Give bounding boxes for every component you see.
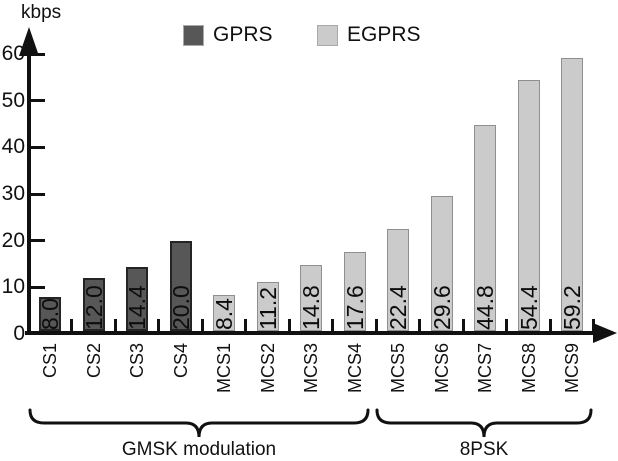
bar-value-CS2: 12.0 (80, 285, 107, 330)
x-label-MCS4: MCS4 (344, 343, 365, 394)
y-tick-label: 50 (1, 88, 25, 112)
y-axis-tick (31, 285, 45, 289)
y-tick-label: 20 (1, 228, 25, 252)
x-axis-tick (418, 319, 422, 332)
bar-value-MCS8: 54.4 (515, 285, 542, 330)
bar-MCS1 (213, 294, 235, 331)
legend-label-gprs: GPRS (213, 23, 273, 46)
x-axis-line (25, 331, 598, 335)
x-label-MCS2: MCS2 (257, 343, 278, 394)
y-tick-label: 40 (1, 135, 25, 159)
bar-value-MCS2: 11.2 (254, 286, 281, 330)
x-label-MCS6: MCS6 (431, 343, 452, 394)
x-label-CS1: CS1 (40, 343, 60, 379)
y-tick-label: 30 (1, 182, 25, 205)
legend-swatch-egprs (317, 24, 338, 46)
bar-CS4 (169, 240, 192, 331)
bar-MCS9 (561, 57, 583, 331)
brace-8psk (375, 408, 593, 438)
y-axis-tick (31, 52, 45, 56)
x-axis-tick (592, 319, 596, 332)
brace-gmsk (28, 408, 370, 438)
x-label-CS2: CS2 (83, 343, 104, 379)
bar-CS1 (39, 296, 61, 331)
x-label-MCS1: MCS1 (214, 343, 234, 394)
bar-value-MCS4: 17.6 (341, 285, 368, 330)
y-axis-tick (31, 145, 45, 149)
bar-value-MCS3: 14.8 (298, 285, 324, 330)
legend-label-egprs: EGPRS (347, 23, 421, 46)
bar-value-MCS5: 22.4 (385, 285, 411, 330)
x-label-MCS9: MCS9 (562, 343, 582, 394)
bar-value-MCS7: 44.8 (472, 285, 498, 330)
y-tick-label: 10 (1, 275, 25, 299)
bar-MCS5 (387, 229, 409, 331)
bar-MCS7 (474, 124, 496, 331)
y-tick-label: 0 (13, 322, 25, 345)
legend-item-egprs: EGPRS (317, 23, 421, 47)
y-axis-tick (31, 239, 45, 243)
x-axis-tick (287, 319, 291, 332)
bar-MCS8 (517, 80, 540, 331)
group-label-gmsk: GMSK modulation (121, 439, 277, 460)
x-axis-tick (70, 319, 74, 332)
y-tick-label: 60 (1, 42, 25, 65)
x-axis-tick (331, 319, 335, 332)
legend-swatch-gprs (183, 24, 204, 46)
x-label-MCS5: MCS5 (388, 343, 408, 394)
x-label-CS3: CS3 (127, 343, 147, 379)
x-axis-arrow-icon (593, 323, 617, 343)
x-label-MCS8: MCS8 (518, 343, 539, 394)
legend-item-gprs: GPRS (183, 23, 273, 47)
x-axis-tick (374, 319, 378, 332)
x-label-MCS7: MCS7 (475, 343, 495, 394)
x-label-MCS3: MCS3 (301, 343, 321, 394)
bar-value-MCS9: 59.2 (559, 285, 585, 330)
x-label-CS4: CS4 (170, 343, 191, 379)
bar-CS3 (126, 266, 148, 331)
bar-MCS6 (430, 195, 453, 331)
y-axis-title: kbps (21, 2, 62, 23)
y-axis-tick (31, 99, 45, 103)
bar-MCS4 (343, 251, 366, 331)
group-label-8psk: 8PSK (459, 439, 509, 460)
x-axis-tick (157, 319, 161, 332)
x-axis-tick (200, 319, 204, 332)
y-axis-line (27, 38, 31, 335)
bar-value-CS4: 20.0 (167, 285, 194, 330)
x-axis-tick (461, 319, 465, 332)
x-axis-tick (244, 319, 248, 332)
x-axis-tick (113, 319, 117, 332)
bar-MCS2 (256, 281, 279, 331)
bar-CS2 (82, 278, 105, 331)
bar-value-CS3: 14.4 (124, 285, 150, 330)
x-axis-tick (505, 319, 509, 332)
x-axis-tick (548, 319, 552, 332)
y-axis-tick (31, 192, 45, 196)
bar-value-MCS1: 8.4 (211, 298, 237, 330)
bar-MCS3 (300, 264, 322, 331)
bar-value-CS1: 8.0 (37, 298, 63, 330)
bar-value-MCS6: 29.6 (428, 285, 455, 330)
